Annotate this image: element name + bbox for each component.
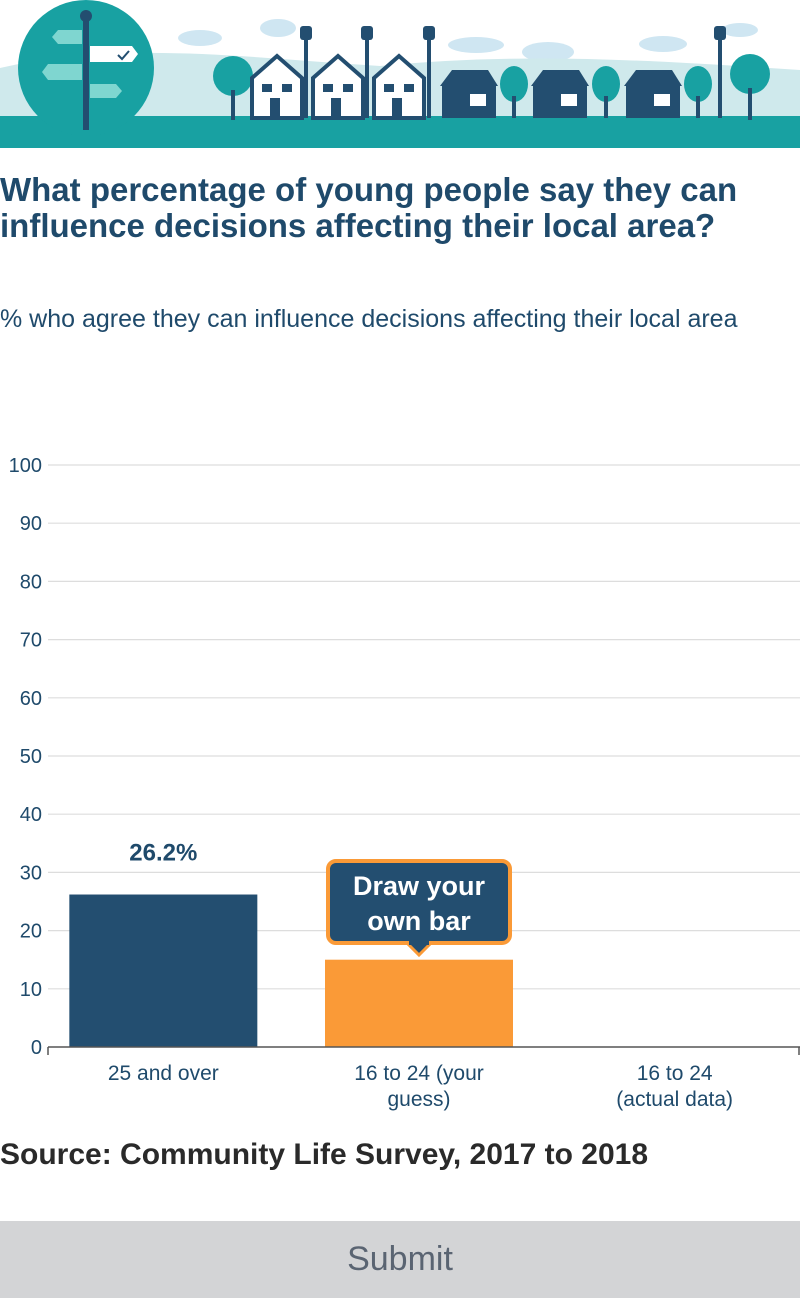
- question-subtitle: % who agree they can influence decisions…: [0, 305, 738, 333]
- y-tick-label: 10: [20, 979, 42, 1001]
- x-category-label: guess): [387, 1088, 450, 1111]
- x-category-label: 25 and over: [108, 1062, 219, 1085]
- clouds: [178, 19, 758, 62]
- x-category-label: (actual data): [616, 1088, 733, 1111]
- bar-chart[interactable]: 0 10 20 30 40 50 60 70 80 90 100 26.2% 25 and over…: [0, 440, 800, 1130]
- x-axis: [47, 1046, 800, 1055]
- gridlines: [48, 464, 800, 990]
- banner-illustration: [0, 0, 800, 148]
- y-tick-label: 100: [9, 455, 42, 477]
- y-tick-label: 70: [20, 630, 42, 652]
- signpost-icon: [18, 0, 154, 136]
- y-tick-label: 20: [20, 921, 42, 943]
- x-axis-category-labels: 25 and over 16 to 24 (your guess) 16 to 24 (…: [108, 1062, 733, 1111]
- y-axis-tick-labels: 0 10 20 30 40 50 60 70 80 90 100: [9, 455, 42, 1059]
- y-tick-label: 60: [20, 688, 42, 710]
- ground: [0, 116, 800, 148]
- y-tick-label: 90: [20, 513, 42, 535]
- data-label: 26.2%: [129, 840, 197, 867]
- callout-pointer-mask: [409, 939, 429, 945]
- submit-button[interactable]: Submit: [0, 1221, 800, 1298]
- question-title: What percentage of young people say they…: [0, 171, 738, 244]
- house-icon: [250, 53, 682, 120]
- x-category-label: 16 to 24 (your: [354, 1062, 484, 1085]
- x-category-label: 16 to 24: [637, 1062, 713, 1085]
- lamppost-icon: [300, 26, 726, 118]
- y-tick-label: 30: [20, 862, 42, 884]
- callout-text-line1: Draw your: [353, 871, 486, 901]
- y-tick-label: 50: [20, 746, 42, 768]
- draw-your-own-bar-callout[interactable]: Draw your own bar: [326, 859, 512, 958]
- tree-icon: [213, 54, 770, 120]
- y-tick-label: 0: [31, 1037, 42, 1059]
- bar-1: [69, 894, 258, 1047]
- source-note: Source: Community Life Survey, 2017 to 2…: [0, 1138, 649, 1171]
- bars: 26.2%: [69, 840, 513, 1047]
- y-tick-label: 40: [20, 804, 42, 826]
- callout-text-line2: own bar: [367, 906, 471, 936]
- bar-2[interactable]: [325, 959, 513, 1047]
- y-tick-label: 80: [20, 571, 42, 593]
